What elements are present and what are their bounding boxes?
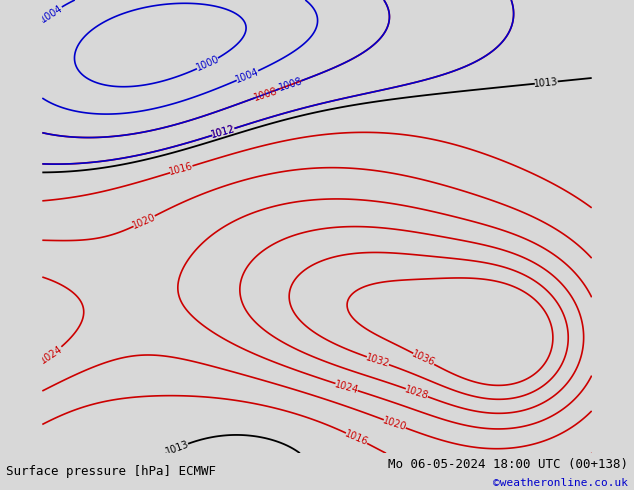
Text: 1024: 1024 [39,343,65,366]
Text: 1020: 1020 [382,416,408,433]
Text: 1013: 1013 [534,76,559,89]
Text: 1000: 1000 [194,54,221,73]
Text: Surface pressure [hPa] ECMWF: Surface pressure [hPa] ECMWF [6,465,216,478]
Text: ©weatheronline.co.uk: ©weatheronline.co.uk [493,478,628,488]
Text: 1008: 1008 [277,76,304,94]
Text: 1016: 1016 [168,161,195,177]
Text: 1028: 1028 [404,384,430,401]
Text: 1036: 1036 [410,349,437,368]
Text: 1016: 1016 [344,429,370,447]
Text: 1013: 1013 [164,439,190,457]
Text: Mo 06-05-2024 18:00 UTC (00+138): Mo 06-05-2024 18:00 UTC (00+138) [387,458,628,471]
Text: 1012: 1012 [210,124,236,140]
Text: 1032: 1032 [365,352,391,369]
Text: 1020: 1020 [131,212,157,231]
Text: 1008: 1008 [252,86,279,102]
Text: 1012: 1012 [210,124,236,140]
Text: 1004: 1004 [234,67,261,85]
Text: 1024: 1024 [333,379,360,395]
Text: 1004: 1004 [39,3,65,25]
